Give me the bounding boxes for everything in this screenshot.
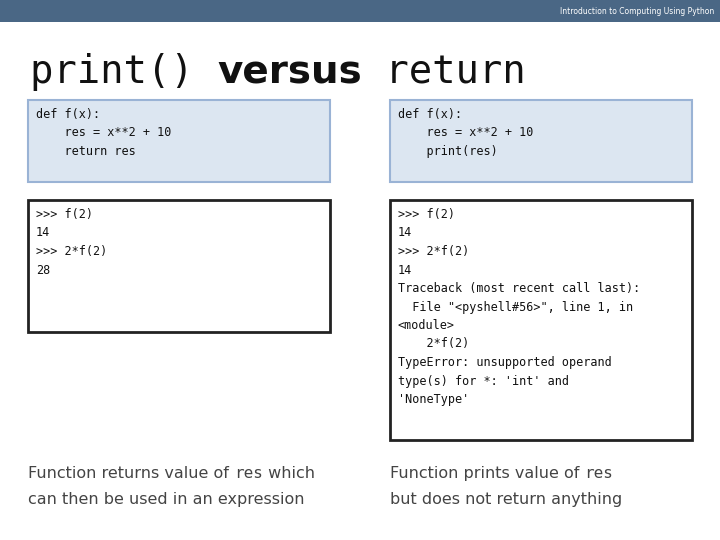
FancyBboxPatch shape bbox=[28, 100, 330, 182]
Text: but does not return anything: but does not return anything bbox=[390, 492, 622, 507]
Text: Introduction to Computing Using Python: Introduction to Computing Using Python bbox=[559, 6, 714, 16]
Text: versus: versus bbox=[217, 53, 361, 91]
Text: >>> f(2)
14
>>> 2*f(2)
28: >>> f(2) 14 >>> 2*f(2) 28 bbox=[36, 208, 107, 276]
Bar bbox=[0, 0, 720, 22]
Text: res: res bbox=[234, 466, 263, 481]
Text: which: which bbox=[263, 466, 315, 481]
Text: Function prints value of: Function prints value of bbox=[390, 466, 585, 481]
Text: print(): print() bbox=[30, 53, 217, 91]
Text: return: return bbox=[361, 53, 526, 91]
Text: Function returns value of: Function returns value of bbox=[28, 466, 234, 481]
FancyBboxPatch shape bbox=[28, 200, 330, 332]
Text: can then be used in an expression: can then be used in an expression bbox=[28, 492, 305, 507]
Text: def f(x):
    res = x**2 + 10
    return res: def f(x): res = x**2 + 10 return res bbox=[36, 108, 171, 158]
Text: res: res bbox=[585, 466, 613, 481]
Text: def f(x):
    res = x**2 + 10
    print(res): def f(x): res = x**2 + 10 print(res) bbox=[398, 108, 534, 158]
FancyBboxPatch shape bbox=[390, 200, 692, 440]
Text: >>> f(2)
14
>>> 2*f(2)
14
Traceback (most recent call last):
  File "<pyshell#56: >>> f(2) 14 >>> 2*f(2) 14 Traceback (mos… bbox=[398, 208, 640, 406]
FancyBboxPatch shape bbox=[390, 100, 692, 182]
